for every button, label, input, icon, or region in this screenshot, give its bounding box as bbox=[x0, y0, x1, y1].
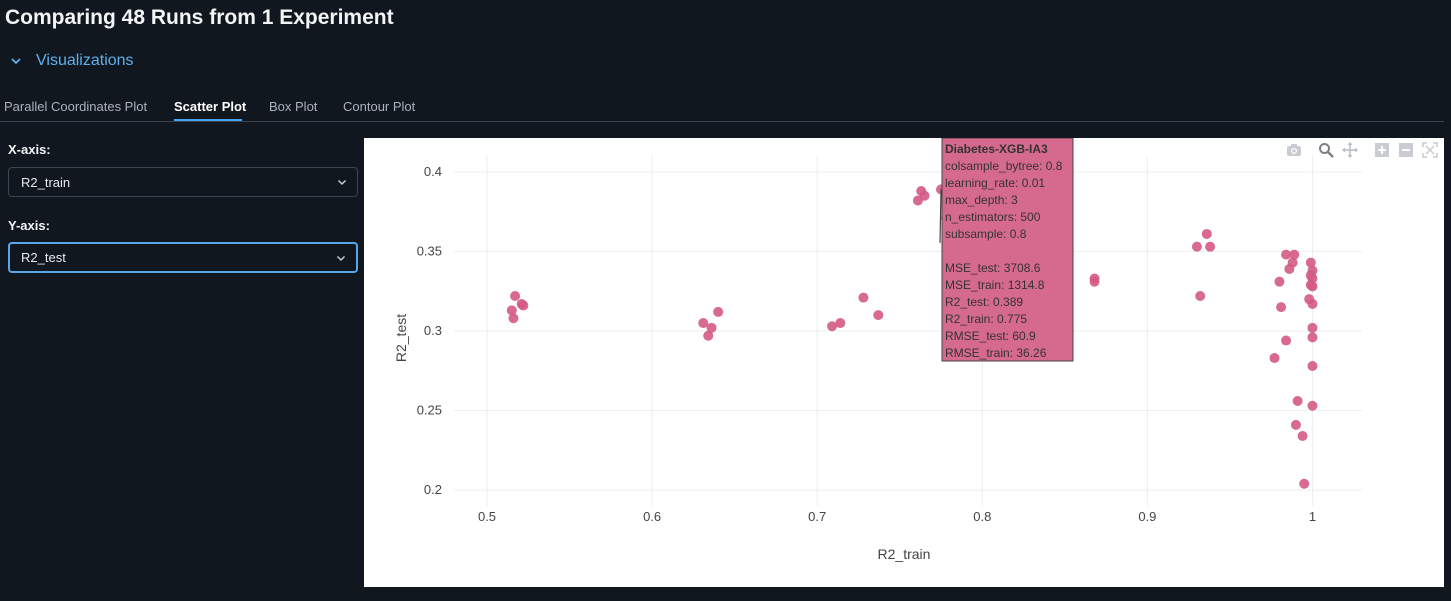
scatter-point[interactable] bbox=[1089, 276, 1100, 287]
y-tick-label: 0.35 bbox=[417, 243, 442, 258]
x-tick-label: 0.5 bbox=[478, 509, 496, 524]
scatter-point[interactable] bbox=[506, 305, 517, 316]
scatter-point[interactable] bbox=[1191, 241, 1202, 252]
hover-tooltip bbox=[941, 137, 1074, 362]
scatter-point[interactable] bbox=[1307, 400, 1318, 411]
scatter-point[interactable] bbox=[698, 318, 709, 329]
hover-tooltip-line: R2_test: 0.389 bbox=[945, 295, 1023, 309]
hover-tooltip-line: RMSE_test: 60.9 bbox=[945, 329, 1036, 343]
x-tick-label: 0.8 bbox=[973, 509, 991, 524]
scatter-plot-panel: 0.2 0.25 0.3 0.35 0.4 0.5 0.6 0.7 0.8 0.9 1 R2_tra… bbox=[364, 137, 1444, 587]
scatter-point[interactable] bbox=[1274, 276, 1285, 287]
scatter-point[interactable] bbox=[827, 321, 838, 332]
scatter-point[interactable] bbox=[1205, 241, 1216, 252]
hover-tooltip-line: RMSE_train: 36.26 bbox=[945, 346, 1047, 360]
hover-leader-line bbox=[939, 189, 942, 244]
scatter-point[interactable] bbox=[703, 330, 714, 341]
scatter-point[interactable] bbox=[1281, 249, 1292, 260]
x-tick-label: 0.6 bbox=[643, 509, 661, 524]
visualizations-section-toggle[interactable]: Visualizations bbox=[10, 52, 134, 70]
scatter-point[interactable] bbox=[858, 292, 869, 303]
y-tick-label: 0.2 bbox=[424, 482, 442, 497]
scatter-point[interactable] bbox=[919, 190, 930, 201]
scatter-point[interactable] bbox=[1305, 257, 1316, 268]
x-axis-title: R2_train bbox=[878, 546, 931, 562]
y-axis-label: Y-axis: bbox=[8, 218, 50, 233]
scatter-chart[interactable]: 0.2 0.25 0.3 0.35 0.4 0.5 0.6 0.7 0.8 0.9 1 R2_tra… bbox=[364, 137, 1444, 587]
x-axis-value: R2_train bbox=[21, 174, 71, 190]
scatter-point[interactable] bbox=[1201, 228, 1212, 239]
y-axis-select[interactable]: R2_test bbox=[8, 242, 358, 273]
hover-tooltip-line: colsample_bytree: 0.8 bbox=[945, 159, 1063, 173]
hover-tooltip-title: Diabetes-XGB-IA3 bbox=[945, 142, 1048, 156]
hover-tooltip-line: R2_train: 0.775 bbox=[945, 312, 1027, 326]
zoom-in-icon[interactable] bbox=[1374, 142, 1390, 158]
chevron-down-icon bbox=[11, 58, 21, 65]
tab-contour-plot[interactable]: Contour Plot bbox=[343, 99, 416, 114]
scatter-point[interactable] bbox=[1289, 249, 1300, 260]
scatter-point[interactable] bbox=[1284, 263, 1295, 274]
y-axis-value: R2_test bbox=[21, 250, 66, 265]
scatter-point[interactable] bbox=[1276, 302, 1287, 313]
tab-parallel-coordinates[interactable]: Parallel Coordinates Plot bbox=[4, 99, 148, 114]
hover-tooltip-line: n_estimators: 500 bbox=[945, 210, 1041, 224]
camera-icon[interactable] bbox=[1286, 142, 1302, 158]
hover-tooltip-line: max_depth: 3 bbox=[945, 193, 1018, 207]
scatter-point[interactable] bbox=[1269, 353, 1280, 364]
scatter-point[interactable] bbox=[1299, 478, 1310, 489]
scatter-point[interactable] bbox=[1297, 431, 1308, 441]
tab-scatter-plot[interactable]: Scatter Plot bbox=[174, 99, 247, 114]
scatter-point[interactable] bbox=[1281, 335, 1292, 346]
y-tick-label: 0.4 bbox=[424, 164, 442, 179]
x-axis-select[interactable]: R2_train bbox=[8, 167, 358, 197]
zoom-icon[interactable] bbox=[1318, 142, 1334, 158]
scatter-point[interactable] bbox=[1307, 322, 1318, 333]
hover-tooltip-line: learning_rate: 0.01 bbox=[945, 176, 1045, 190]
scatter-point[interactable] bbox=[510, 291, 521, 301]
y-tick-label: 0.25 bbox=[417, 403, 442, 418]
scatter-point[interactable] bbox=[1307, 281, 1318, 292]
hover-tooltip-line: MSE_train: 1314.8 bbox=[945, 278, 1045, 292]
scatter-point[interactable] bbox=[713, 306, 724, 317]
scatter-point[interactable] bbox=[873, 310, 884, 321]
x-tick-label: 0.9 bbox=[1138, 509, 1156, 524]
scatter-point[interactable] bbox=[516, 298, 527, 309]
active-tab-indicator bbox=[174, 119, 242, 121]
y-axis-title: R2_test bbox=[393, 314, 409, 362]
page-title: Comparing 48 Runs from 1 Experiment bbox=[5, 6, 394, 29]
x-tick-label: 0.7 bbox=[808, 509, 826, 524]
zoom-out-icon[interactable] bbox=[1398, 142, 1414, 158]
chevron-down-icon bbox=[336, 255, 346, 262]
scatter-point[interactable] bbox=[706, 322, 717, 333]
section-label: Visualizations bbox=[36, 52, 134, 69]
scatter-point[interactable] bbox=[1307, 298, 1318, 309]
scatter-point[interactable] bbox=[508, 313, 519, 324]
scatter-point[interactable] bbox=[1290, 419, 1301, 430]
autoscale-icon[interactable] bbox=[1422, 142, 1438, 158]
scatter-point[interactable] bbox=[1195, 291, 1206, 301]
y-tick-label: 0.3 bbox=[424, 323, 442, 338]
scatter-point[interactable] bbox=[1292, 396, 1303, 406]
scatter-point[interactable] bbox=[835, 318, 846, 329]
hover-tooltip-line: MSE_test: 3708.6 bbox=[945, 261, 1041, 275]
chevron-down-icon bbox=[337, 179, 347, 186]
x-tick-label: 1 bbox=[1309, 509, 1316, 524]
hover-tooltip-line: subsample: 0.8 bbox=[945, 227, 1027, 241]
visualization-tabs: Parallel Coordinates Plot Scatter Plot B… bbox=[0, 95, 1444, 122]
tab-box-plot[interactable]: Box Plot bbox=[269, 99, 318, 114]
pan-icon[interactable] bbox=[1342, 142, 1358, 158]
x-axis-label: X-axis: bbox=[8, 142, 51, 157]
scatter-point[interactable] bbox=[1307, 361, 1318, 371]
scatter-point[interactable] bbox=[1307, 332, 1318, 343]
